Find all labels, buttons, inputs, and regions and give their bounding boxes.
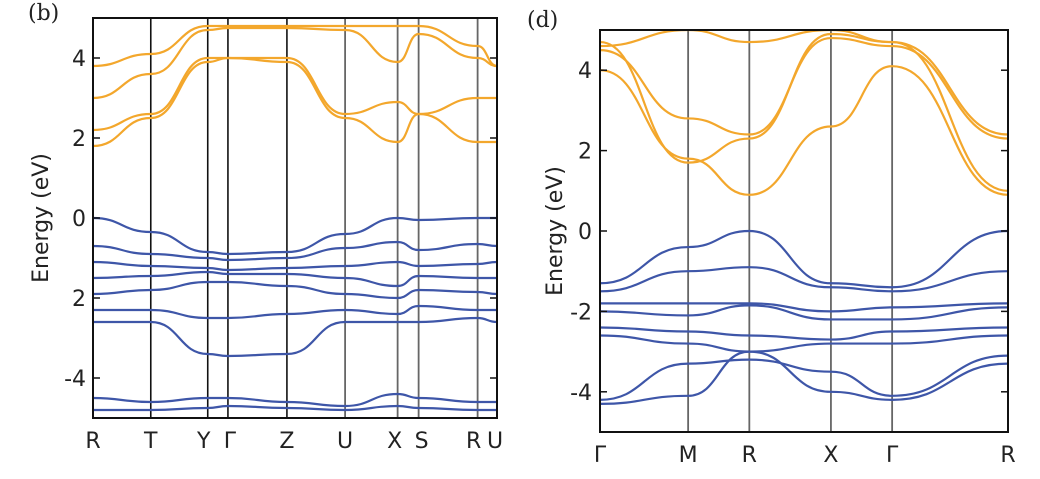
panel-b-valence-band-8 bbox=[93, 392, 497, 408]
panel-b-valence-band-7 bbox=[93, 316, 497, 358]
panel-b-ytick-label: -4 bbox=[64, 367, 86, 392]
panel-b-valence-band-3 bbox=[93, 260, 497, 272]
panel-d-ytick-label: -4 bbox=[570, 381, 592, 406]
panel-d-valence-band-1 bbox=[600, 229, 1008, 289]
panel-b-ytick-label: 2 bbox=[72, 287, 86, 312]
panel-d-ytick-label: 0 bbox=[578, 220, 592, 245]
panel-d-valence-band-4 bbox=[600, 304, 1008, 321]
panel-b-valence-band-1 bbox=[93, 216, 497, 256]
panel-b-conduction-band-2 bbox=[93, 26, 497, 100]
panel-b-valence-band-2 bbox=[93, 240, 497, 262]
panel-d-valence-band-8 bbox=[600, 350, 1008, 405]
panel-d-conduction-band-4 bbox=[600, 32, 1008, 192]
panel-b-conduction-band-4 bbox=[93, 56, 497, 148]
panel-b-kpoint-label: R bbox=[85, 429, 100, 454]
panel-d-kpoint-label: R bbox=[1000, 443, 1015, 468]
panel-d-conduction-band-1 bbox=[600, 30, 1008, 136]
panel-b-ytick-label: 0 bbox=[72, 207, 86, 232]
panel-b-ytick-label: 4 bbox=[72, 47, 86, 72]
panel-b-kpoint-label: T bbox=[143, 429, 158, 454]
panel-b-kpoint-label: X bbox=[387, 429, 402, 454]
panel-b-kpoint-label: S bbox=[415, 429, 429, 454]
panel-d-valence-band-7 bbox=[600, 354, 1008, 401]
panel-b-ylabel: Energy (eV) bbox=[29, 153, 54, 283]
panel-b-kpoint-label: U bbox=[337, 429, 353, 454]
panel-b-kpoint-label: R bbox=[466, 429, 481, 454]
panel-d-kpoint-label: X bbox=[823, 443, 838, 468]
panel-b-conduction-band-1 bbox=[93, 24, 497, 68]
panel-b-frame bbox=[92, 17, 498, 419]
panel-d-kpoint-label: M bbox=[679, 443, 698, 468]
panel-d-valence-band-6 bbox=[600, 334, 1008, 353]
panel-b-valence-band-6 bbox=[93, 304, 497, 320]
panel-d-valence-band-3 bbox=[600, 302, 1008, 313]
panel-d-frame bbox=[599, 29, 1009, 433]
panel-b-kpoint-label: Y bbox=[196, 429, 211, 454]
panel-b-kpoint-label: U bbox=[487, 429, 503, 454]
panel-b-kpoint-label: Γ bbox=[224, 429, 237, 454]
panel-b-label: (b) bbox=[28, 1, 59, 26]
panel-d-ytick-label: -2 bbox=[570, 300, 592, 325]
panel-d-valence-band-5 bbox=[600, 326, 1008, 341]
panel-b-kpoint-label: Z bbox=[279, 429, 294, 454]
panel-d-ytick-label: 2 bbox=[578, 140, 592, 165]
panel-d-label: (d) bbox=[527, 8, 558, 33]
panel-d-ylabel: Energy (eV) bbox=[543, 166, 568, 296]
panel-d-kpoint-label: R bbox=[742, 443, 757, 468]
panel-b-conduction-band-3 bbox=[93, 56, 497, 132]
panel-d-kpoint-label: Γ bbox=[594, 443, 607, 468]
panel-b-ytick-label: 2 bbox=[72, 127, 86, 152]
panel-b-valence-band-9 bbox=[93, 404, 497, 412]
panel-b-valence-band-4 bbox=[93, 270, 497, 288]
panel-d-valence-band-2 bbox=[600, 266, 1008, 293]
panel-d-kpoint-label: Γ bbox=[886, 443, 899, 468]
panel-b-valence-band-5 bbox=[93, 280, 497, 300]
panel-d-ytick-label: 4 bbox=[578, 59, 592, 84]
